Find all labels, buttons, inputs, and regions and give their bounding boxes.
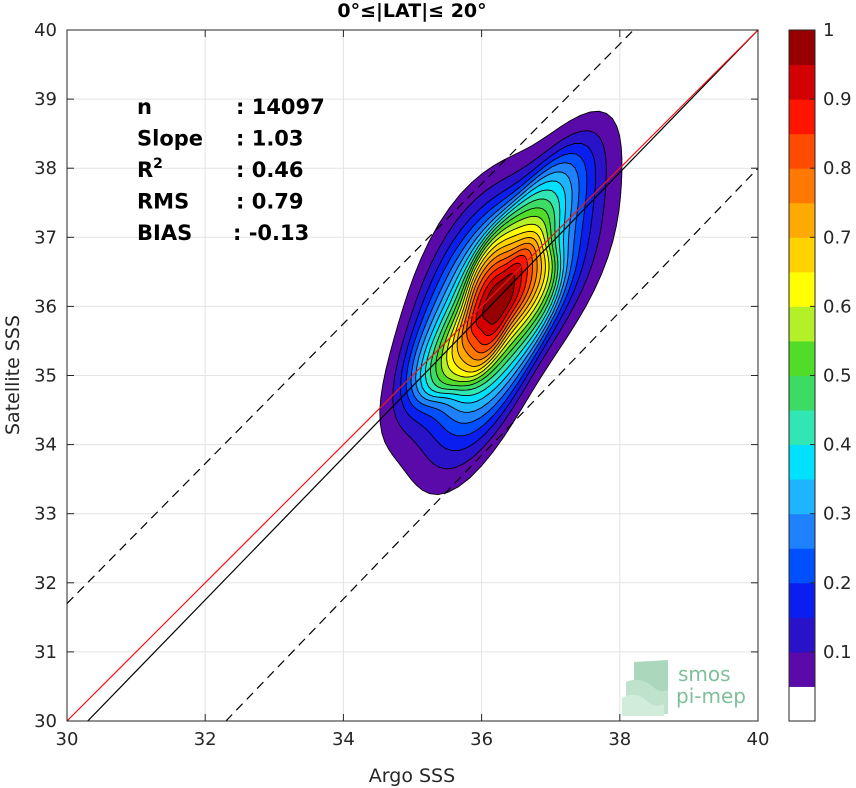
contour-level bbox=[482, 273, 516, 325]
colorbar-swatch bbox=[789, 651, 815, 687]
one-to-one-line bbox=[87, 30, 758, 721]
colorbar: 0.1 0.2 0.3 0.4 0.5 0.6 0.7 0.8 0.9 1 bbox=[788, 20, 852, 722]
colorbar-tick-label: 0.9 bbox=[823, 89, 852, 110]
y-tick-label: 33 bbox=[34, 504, 57, 525]
chart-title: 0°≤|LAT|≤ 20° bbox=[337, 0, 486, 22]
stat-label: Slope bbox=[137, 127, 203, 151]
colorbar-swatch bbox=[789, 168, 815, 204]
y-tick-label: 30 bbox=[34, 711, 57, 732]
colorbar-tick-label: 1 bbox=[823, 20, 834, 41]
x-tick-label: 38 bbox=[608, 729, 631, 750]
logo-text-pimep: pi-mep bbox=[676, 684, 746, 708]
y-tick-label: 32 bbox=[34, 573, 57, 594]
x-axis-ticks: 30 32 34 36 38 40 bbox=[56, 30, 770, 750]
colorbar-swatch bbox=[789, 202, 815, 238]
colorbar-tick-label: 0.3 bbox=[823, 504, 852, 525]
x-tick-label: 30 bbox=[56, 729, 79, 750]
colorbar-swatch bbox=[789, 686, 815, 722]
y-tick-label: 36 bbox=[34, 296, 57, 317]
x-tick-label: 36 bbox=[470, 729, 493, 750]
y-axis-ticks: 30 31 32 33 34 35 36 37 38 39 40 bbox=[34, 20, 758, 732]
stat-label: n bbox=[137, 95, 152, 119]
colorbar-swatch bbox=[789, 30, 815, 66]
y-tick-label: 34 bbox=[34, 435, 57, 456]
colorbar-tick-label: 0.6 bbox=[823, 296, 852, 317]
y-tick-label: 38 bbox=[34, 158, 57, 179]
logo-mark-icon bbox=[622, 660, 668, 716]
smos-pimep-logo: smos pi-mep bbox=[622, 660, 746, 716]
stat-value: : 0.46 bbox=[236, 158, 304, 182]
stat-label: BIAS bbox=[137, 221, 192, 245]
colorbar-swatch bbox=[789, 133, 815, 169]
colorbar-tick-label: 0.8 bbox=[823, 158, 852, 179]
colorbar-swatch bbox=[789, 617, 815, 653]
reference-lines bbox=[67, 30, 758, 721]
colorbar-swatch bbox=[789, 64, 815, 100]
colorbar-tick-label: 0.2 bbox=[823, 573, 852, 594]
lower-bound-line bbox=[225, 167, 758, 721]
regression-line bbox=[67, 30, 758, 721]
colorbar-swatch bbox=[789, 99, 815, 135]
y-axis-label: Satellite SSS bbox=[2, 315, 24, 435]
x-tick-label: 40 bbox=[747, 729, 770, 750]
y-tick-label: 35 bbox=[34, 366, 57, 387]
colorbar-tick-label: 0.7 bbox=[823, 227, 852, 248]
x-tick-label: 32 bbox=[194, 729, 217, 750]
stat-value: : 0.79 bbox=[236, 190, 304, 214]
stat-value: : 14097 bbox=[236, 95, 325, 119]
x-tick-label: 34 bbox=[332, 729, 355, 750]
colorbar-swatch bbox=[789, 479, 815, 515]
colorbar-swatch bbox=[789, 548, 815, 584]
colorbar-swatch bbox=[789, 410, 815, 446]
colorbar-swatch bbox=[789, 340, 815, 376]
colorbar-tick-label: 0.1 bbox=[823, 642, 852, 663]
stat-label: RMS bbox=[137, 190, 189, 214]
colorbar-swatch bbox=[789, 513, 815, 549]
density-contours bbox=[379, 110, 623, 496]
colorbar-swatch bbox=[789, 271, 815, 307]
colorbar-swatch bbox=[789, 375, 815, 411]
y-tick-label: 39 bbox=[34, 89, 57, 110]
y-tick-label: 31 bbox=[34, 642, 57, 663]
colorbar-swatch bbox=[789, 444, 815, 480]
colorbar-swatch bbox=[789, 237, 815, 273]
y-tick-label: 40 bbox=[34, 20, 57, 41]
colorbar-tick-label: 0.5 bbox=[823, 366, 852, 387]
logo-text-smos: smos bbox=[678, 662, 731, 686]
stat-value: : 1.03 bbox=[236, 127, 304, 151]
stat-value: : -0.13 bbox=[233, 221, 309, 245]
y-tick-label: 37 bbox=[34, 227, 57, 248]
x-axis-label: Argo SSS bbox=[369, 765, 455, 787]
colorbar-swatch bbox=[789, 306, 815, 342]
colorbar-swatch bbox=[789, 582, 815, 618]
colorbar-tick-label: 0.4 bbox=[823, 435, 852, 456]
